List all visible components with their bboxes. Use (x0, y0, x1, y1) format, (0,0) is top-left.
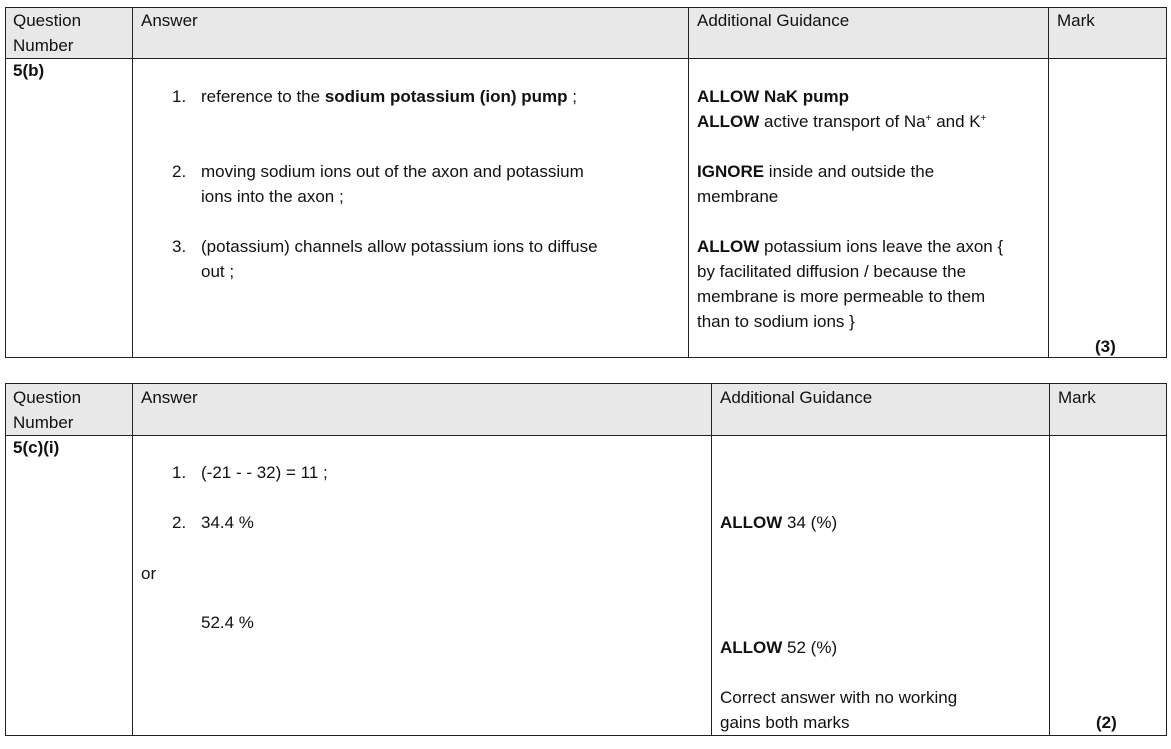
header-question-number: Question Number (13, 8, 81, 58)
answer-item: moving sodium ions out of the axon and p… (201, 162, 584, 206)
mark-scheme-table-5b (5, 7, 1167, 358)
header-mark: Mark (1058, 388, 1096, 407)
header-answer: Answer (141, 11, 198, 30)
mark-value: (3) (1095, 337, 1116, 356)
header-answer: Answer (141, 388, 198, 407)
mark-value: (2) (1096, 713, 1117, 732)
answer-or: or (141, 564, 157, 583)
answer-item: 34.4 % (201, 513, 254, 532)
guidance-note: ALLOW 34 (%) (720, 513, 838, 532)
answer-item: (-21 - - 32) = 11 ; (201, 463, 328, 482)
answer-item-number: 1. (172, 87, 187, 106)
guidance-note: ALLOW NaK pump ALLOW active transport of … (697, 87, 987, 131)
answer-item-number: 2. (172, 162, 187, 181)
header-text: Number (13, 36, 74, 55)
answer-item-number: 2. (172, 513, 187, 532)
mark-scheme-table-5ci (5, 383, 1167, 736)
guidance-note: IGNORE inside and outside the membrane (697, 162, 935, 206)
answer-item: reference to the sodium potassium (ion) … (201, 87, 577, 106)
header-question-number: Question Number (13, 385, 81, 435)
question-number: 5(b) (13, 61, 45, 80)
question-number: 5(c)(i) (13, 438, 60, 457)
header-guidance: Additional Guidance (697, 11, 850, 30)
header-text: Number (13, 413, 74, 432)
answer-item: (potassium) channels allow potassium ion… (201, 237, 598, 281)
guidance-note: ALLOW 52 (%) (720, 638, 838, 657)
table-header (6, 8, 1166, 59)
answer-item-number: 3. (172, 237, 187, 256)
header-guidance: Additional Guidance (720, 388, 873, 407)
guidance-note: Correct answer with no working gains both… (720, 688, 958, 732)
guidance-note: ALLOW potassium ions leave the axon {by … (697, 237, 1004, 331)
answer-item-number: 1. (172, 463, 187, 482)
table-header (6, 384, 1166, 436)
header-mark: Mark (1057, 11, 1095, 30)
header-text: Question (13, 11, 82, 30)
header-text: Question (13, 388, 82, 407)
answer-alternative: 52.4 % (201, 613, 254, 632)
